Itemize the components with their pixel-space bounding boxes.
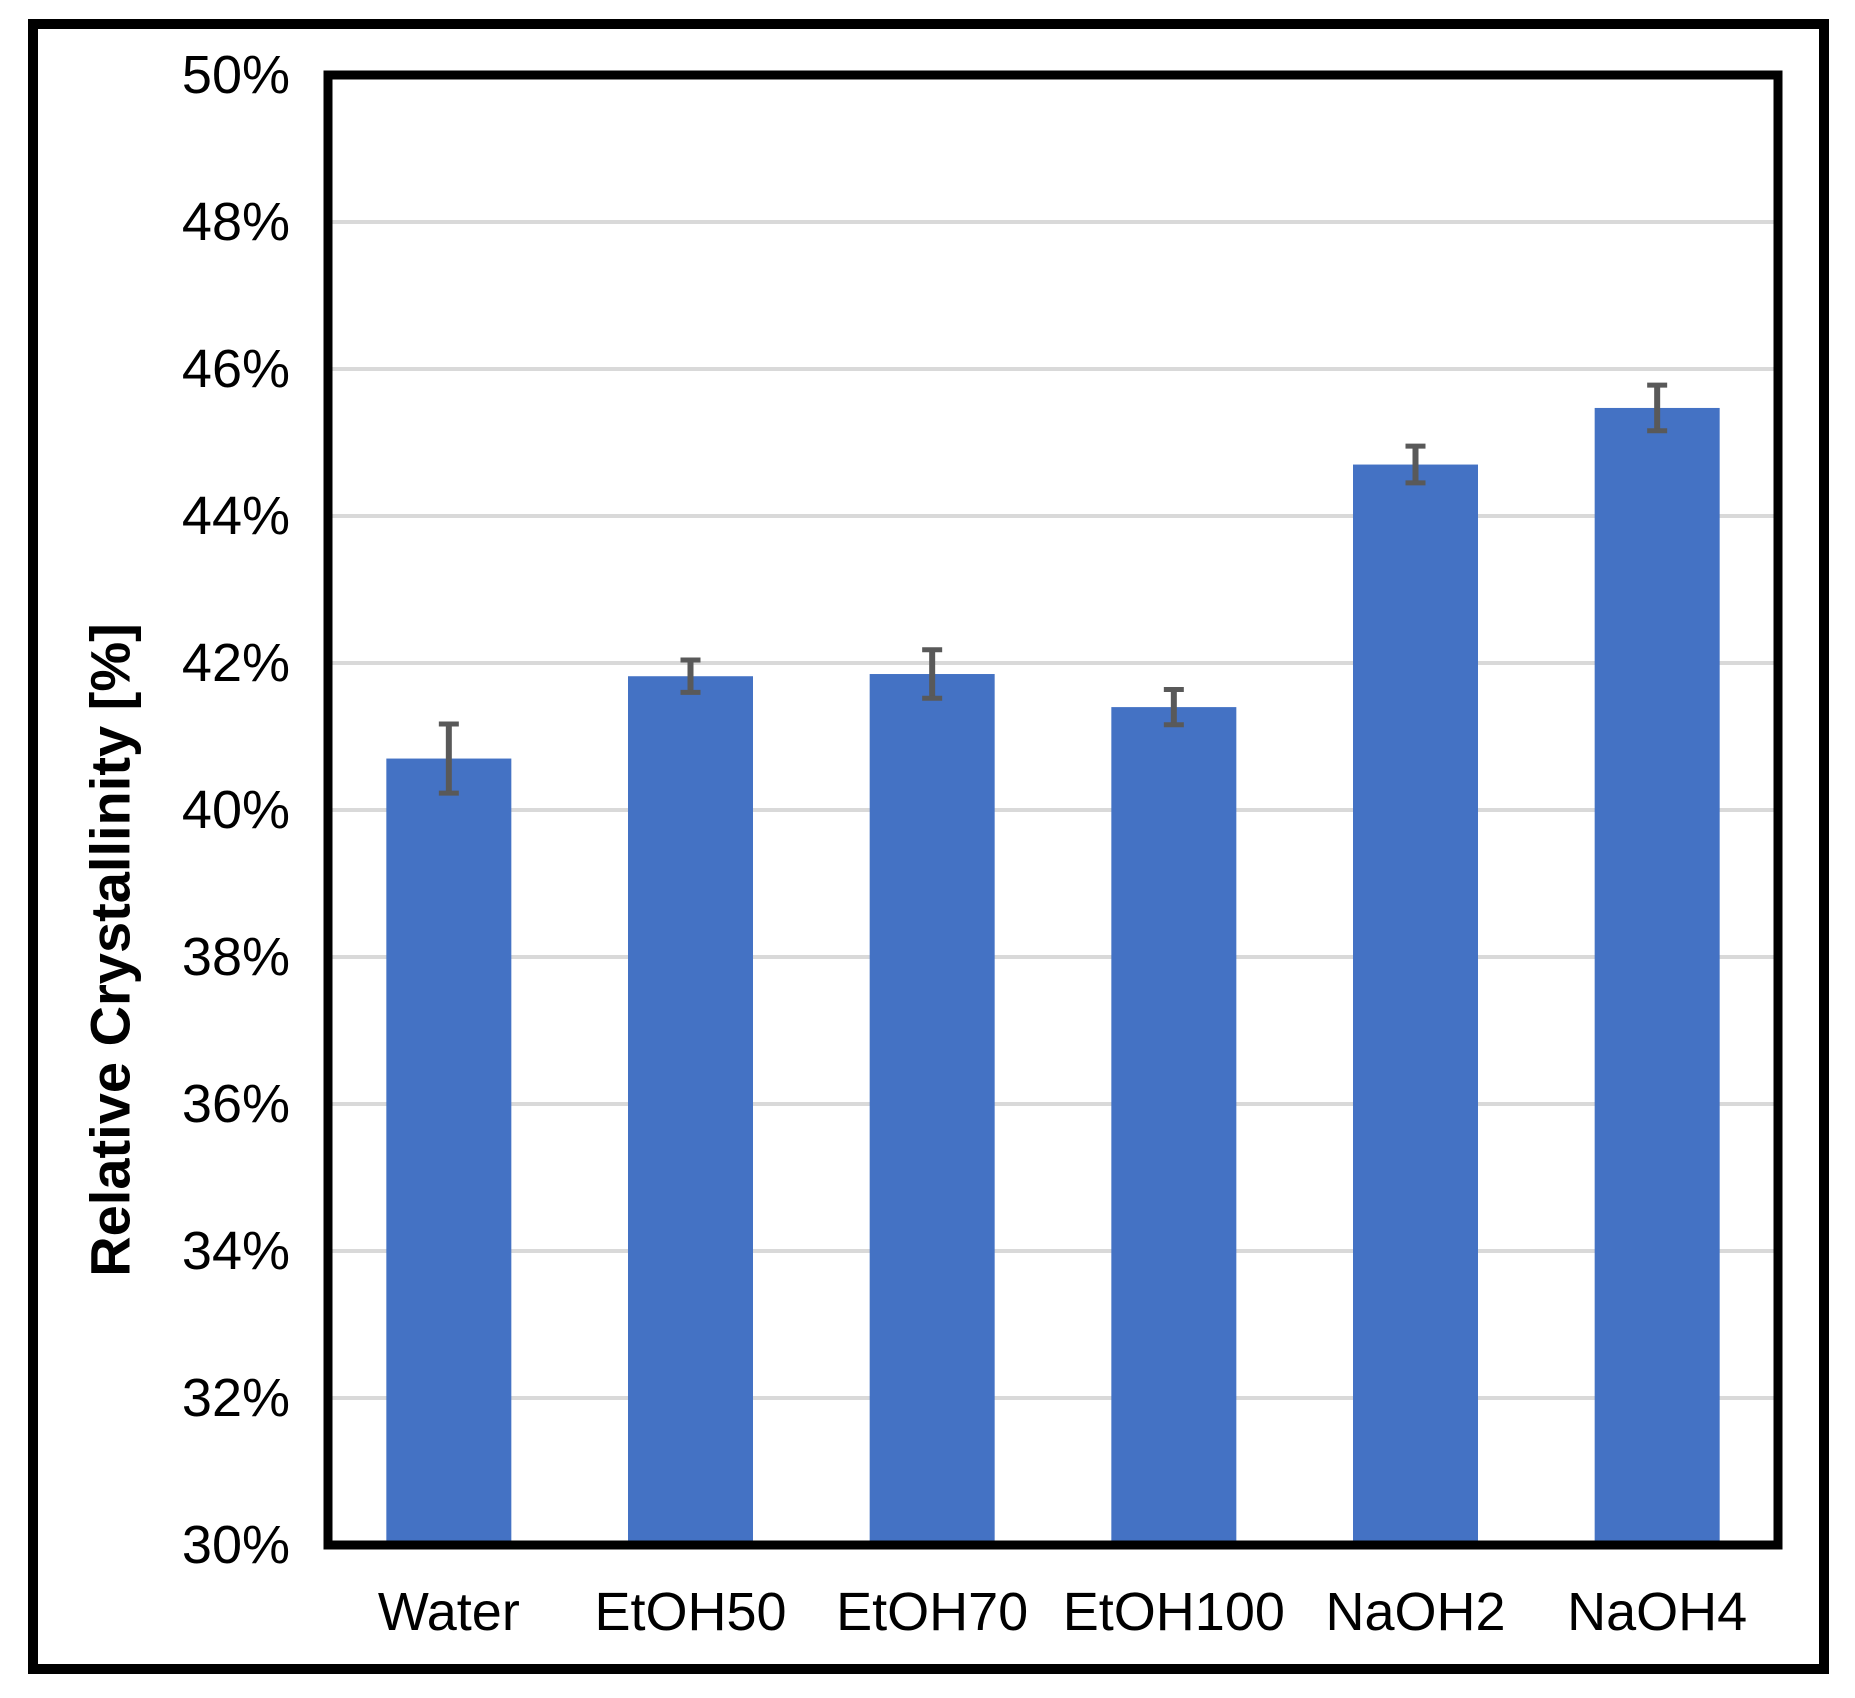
x-tick-label: EtOH70 [836,1582,1028,1642]
y-tick-label: 42% [182,633,290,693]
y-tick-label: 36% [182,1074,290,1134]
outer-frame [28,19,1829,1674]
y-tick-label: 40% [182,780,290,840]
bar-naoh2 [1353,464,1478,1545]
x-tick-label: NaOH2 [1325,1582,1505,1642]
y-tick-label: 46% [182,339,290,399]
y-axis-title: Relative Crystallinity [%] [78,623,142,1277]
plot-border [323,70,1783,1550]
y-tick-label: 38% [182,927,290,987]
y-tick-label: 44% [182,486,290,546]
y-tick-label: 50% [182,45,290,105]
y-tick-label: 30% [182,1515,290,1575]
x-tick-label: EtOH100 [1063,1582,1285,1642]
bar-etoh100 [1111,707,1237,1545]
bar-etoh50 [628,676,753,1545]
bar-naoh4 [1594,407,1720,1546]
y-tick-label: 34% [182,1221,290,1281]
x-tick-label: EtOH50 [594,1582,786,1642]
y-tick-label: 32% [182,1368,290,1428]
y-tick-label: 48% [182,192,290,252]
bar-water [386,758,512,1545]
x-tick-label: Water [378,1582,520,1642]
x-tick-label: NaOH4 [1567,1582,1747,1642]
bar-etoh70 [869,674,995,1545]
